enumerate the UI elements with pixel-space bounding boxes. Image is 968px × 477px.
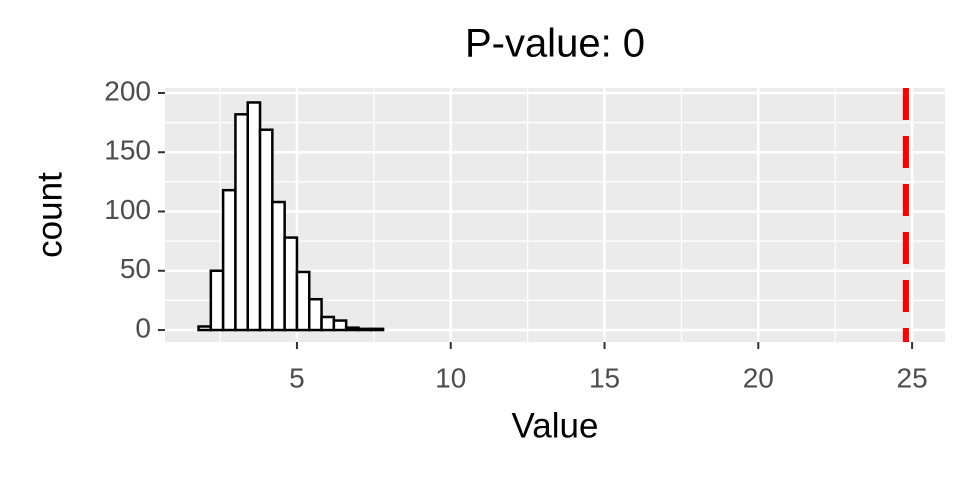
- y-tick-label: 0: [135, 312, 151, 343]
- y-axis-label: count: [30, 172, 69, 258]
- x-tick-label: 15: [589, 362, 620, 393]
- bar: [369, 327, 385, 332]
- bar: [246, 101, 262, 332]
- x-tick-label: 10: [435, 362, 466, 393]
- y-tick-label: 200: [104, 75, 151, 106]
- bar: [209, 269, 225, 332]
- x-tick-label: 20: [743, 362, 774, 393]
- x-tick-label: 25: [897, 362, 928, 393]
- y-tick-label: 50: [120, 253, 151, 284]
- bar: [308, 297, 323, 332]
- bar: [295, 270, 311, 332]
- x-tick-label: 5: [289, 362, 305, 393]
- bar: [320, 315, 336, 332]
- bar: [221, 188, 237, 332]
- bar: [357, 327, 373, 332]
- bar: [258, 128, 274, 332]
- bar: [332, 319, 348, 332]
- bar: [234, 113, 249, 332]
- bar: [197, 325, 213, 332]
- bar: [344, 326, 360, 332]
- bar: [283, 236, 299, 332]
- bar: [271, 200, 286, 332]
- chart-title: P-value: 0: [465, 22, 645, 66]
- x-axis-label: Value: [512, 406, 599, 445]
- y-tick-label: 100: [104, 194, 151, 225]
- y-tick-label: 150: [104, 135, 151, 166]
